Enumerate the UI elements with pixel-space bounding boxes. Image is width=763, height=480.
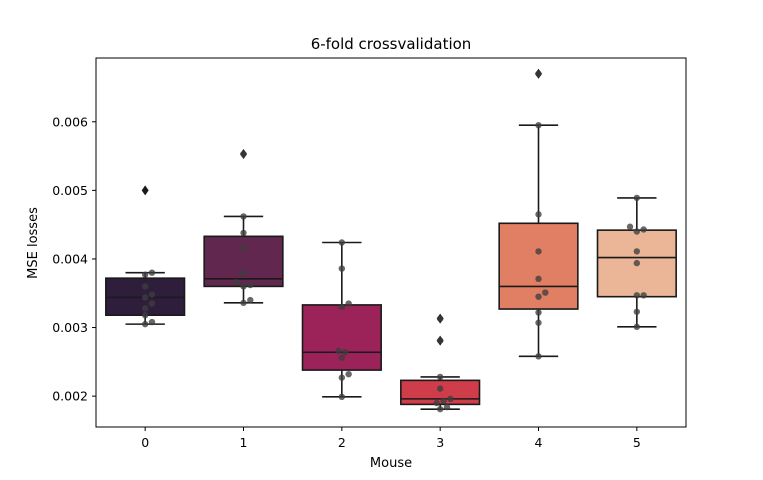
data-point	[141, 283, 149, 290]
data-point	[535, 248, 542, 255]
data-point	[436, 405, 444, 413]
data-point	[640, 292, 647, 299]
y-axis: 0.002 0.003 0.004 0.005 0.006	[52, 114, 96, 404]
data-point	[141, 312, 149, 319]
data-point	[338, 354, 346, 361]
box-group	[105, 185, 186, 325]
data-point	[633, 292, 641, 299]
chart-title: 6-fold crossvalidation	[311, 35, 472, 53]
x-tick-label: 0	[141, 435, 149, 450]
data-point	[345, 370, 352, 378]
data-point	[342, 349, 349, 356]
y-tick-label: 0.004	[52, 251, 88, 266]
data-point	[535, 309, 542, 316]
data-point	[633, 259, 641, 267]
data-point	[338, 239, 346, 246]
data-point	[535, 211, 542, 218]
plot-area	[105, 68, 677, 413]
data-point	[141, 320, 149, 328]
box-group	[203, 149, 284, 304]
data-point	[535, 122, 542, 129]
data-point	[345, 300, 352, 307]
y-tick-label: 0.006	[52, 114, 88, 129]
data-point	[640, 226, 647, 233]
x-tick-label: 1	[240, 435, 248, 450]
data-point	[436, 373, 444, 381]
y-axis-label: MSE losses	[26, 207, 41, 279]
data-point	[447, 395, 454, 403]
data-point	[240, 213, 247, 220]
data-point	[633, 228, 641, 235]
data-point	[535, 70, 542, 77]
data-point	[335, 347, 342, 355]
y-tick-label: 0.005	[52, 183, 88, 198]
data-point	[240, 283, 247, 290]
data-point	[535, 353, 542, 360]
data-point	[542, 289, 549, 296]
x-tick-label: 5	[633, 435, 641, 450]
x-tick-label: 4	[535, 435, 543, 450]
box	[400, 379, 481, 406]
data-point	[240, 299, 247, 307]
data-point	[247, 296, 254, 304]
data-point	[141, 294, 149, 301]
data-point	[443, 403, 451, 411]
data-point	[148, 269, 156, 276]
plot-frame	[95, 57, 687, 428]
data-point	[633, 323, 641, 331]
data-point	[240, 270, 247, 277]
data-point	[436, 385, 444, 392]
x-tick-label: 2	[338, 435, 346, 450]
data-point	[148, 318, 156, 326]
data-point	[535, 293, 542, 300]
y-tick-label: 0.003	[52, 320, 88, 335]
data-point	[240, 244, 247, 252]
box-group	[400, 313, 481, 410]
data-point	[338, 303, 346, 311]
flier	[141, 185, 149, 196]
data-point	[626, 223, 634, 230]
x-tick-label: 3	[436, 435, 444, 450]
data-point	[440, 397, 447, 405]
data-point	[436, 315, 444, 322]
data-point	[338, 265, 346, 272]
data-point	[141, 305, 149, 312]
data-point	[247, 281, 254, 289]
data-point	[148, 300, 156, 307]
data-point	[338, 393, 346, 401]
data-point	[535, 275, 542, 283]
data-point	[240, 229, 247, 237]
data-point	[535, 319, 542, 326]
data-point	[240, 150, 247, 158]
data-point	[338, 374, 346, 381]
data-point	[436, 337, 444, 344]
x-axis-label: Mouse	[370, 456, 412, 471]
x-axis: 0 1 2 3 4 5	[141, 427, 641, 450]
data-point	[141, 271, 149, 278]
data-point	[633, 194, 641, 202]
data-point	[633, 308, 641, 315]
data-point	[148, 291, 156, 298]
data-point	[433, 399, 440, 407]
data-point	[233, 279, 240, 286]
y-tick-label: 0.002	[52, 389, 88, 404]
data-point	[633, 248, 641, 255]
